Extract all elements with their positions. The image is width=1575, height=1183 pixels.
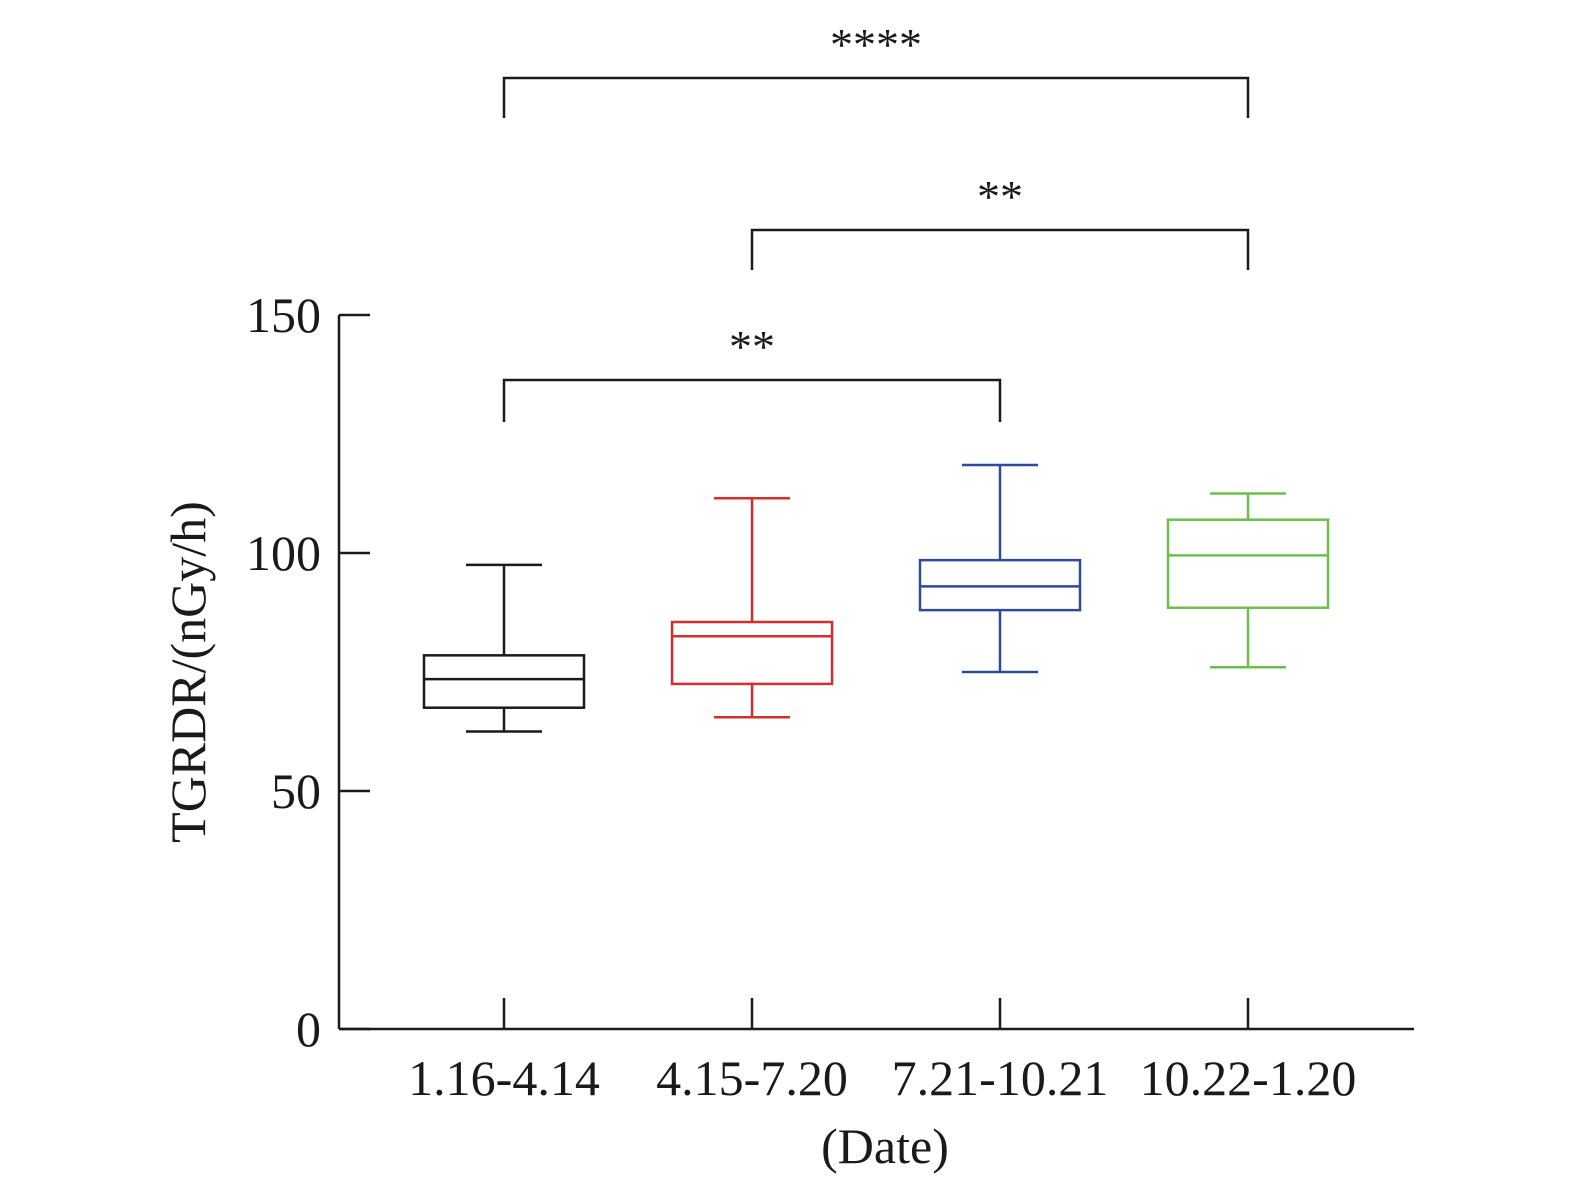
significance-label: ** <box>977 171 1023 222</box>
axes <box>337 315 1414 1031</box>
box-plot-2 <box>670 497 834 719</box>
box-plot-4 <box>1166 492 1330 669</box>
significance-bracket: ** <box>502 321 1002 422</box>
y-ticks: 0 50 100 150 <box>246 287 370 1057</box>
significance-bracket: **** <box>502 19 1250 118</box>
significance-bracket: ** <box>750 171 1250 270</box>
y-tick-label: 0 <box>296 1001 321 1057</box>
iqr-box <box>1166 518 1330 609</box>
y-tick-label: 50 <box>271 763 321 819</box>
significance-brackets: ******** <box>502 19 1250 422</box>
boxes <box>422 463 1330 733</box>
significance-label: ** <box>729 321 775 372</box>
bracket-line <box>750 228 1250 270</box>
box-plot-3 <box>918 463 1082 674</box>
x-tick-label: 10.22-1.20 <box>1140 1050 1357 1106</box>
y-tick-label: 150 <box>246 287 321 343</box>
iqr-box <box>422 654 586 709</box>
box-plot-1 <box>422 563 586 733</box>
x-tick-label: 1.16-4.14 <box>408 1050 600 1106</box>
bracket-line <box>502 76 1250 118</box>
y-tick-label: 100 <box>246 525 321 581</box>
y-axis-label: TGRDR/(nGy/h) <box>160 501 216 843</box>
significance-label: **** <box>830 19 922 70</box>
bracket-line <box>502 378 1002 422</box>
iqr-box <box>670 620 834 686</box>
x-tick-label: 7.21-10.21 <box>892 1050 1109 1106</box>
x-ticks: 1.16-4.14 4.15-7.20 7.21-10.21 10.22-1.20 <box>408 998 1356 1106</box>
x-tick-label: 4.15-7.20 <box>656 1050 848 1106</box>
x-axis-label: (Date) <box>821 1118 949 1174</box>
